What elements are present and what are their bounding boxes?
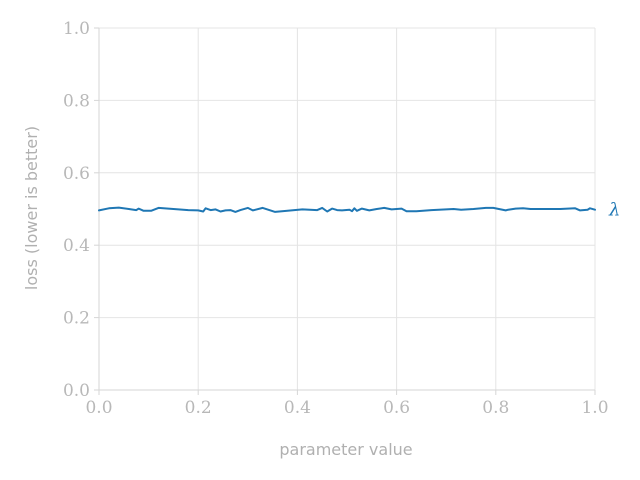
- x-tick-label: 0.0: [85, 398, 112, 418]
- x-tick-label: 0.2: [185, 398, 212, 418]
- series-lines: [98, 206, 596, 213]
- axes: [94, 27, 596, 395]
- y-tick-label: 0.4: [63, 236, 90, 256]
- y-tick-label: 0.6: [63, 164, 90, 184]
- x-tick-label: 0.8: [482, 398, 509, 418]
- series-label: λ: [608, 200, 620, 221]
- y-tick-labels: 0.0 0.2 0.4 0.6 0.8 1.0: [63, 19, 90, 401]
- x-axis-title: parameter value: [279, 440, 412, 459]
- x-tick-label: 1.0: [581, 398, 608, 418]
- x-tick-label: 0.4: [284, 398, 311, 418]
- y-tick-label: 0.0: [63, 381, 90, 401]
- y-axis-title: loss (lower is better): [22, 126, 41, 290]
- series-line: [98, 206, 596, 213]
- y-tick-label: 1.0: [63, 19, 90, 39]
- series-labels: λ: [608, 200, 620, 221]
- y-tick-label: 0.8: [63, 91, 90, 111]
- x-tick-label: 0.6: [383, 398, 410, 418]
- y-tick-label: 0.2: [63, 309, 90, 329]
- x-tick-labels: 0.0 0.2 0.4 0.6 0.8 1.0: [85, 398, 608, 418]
